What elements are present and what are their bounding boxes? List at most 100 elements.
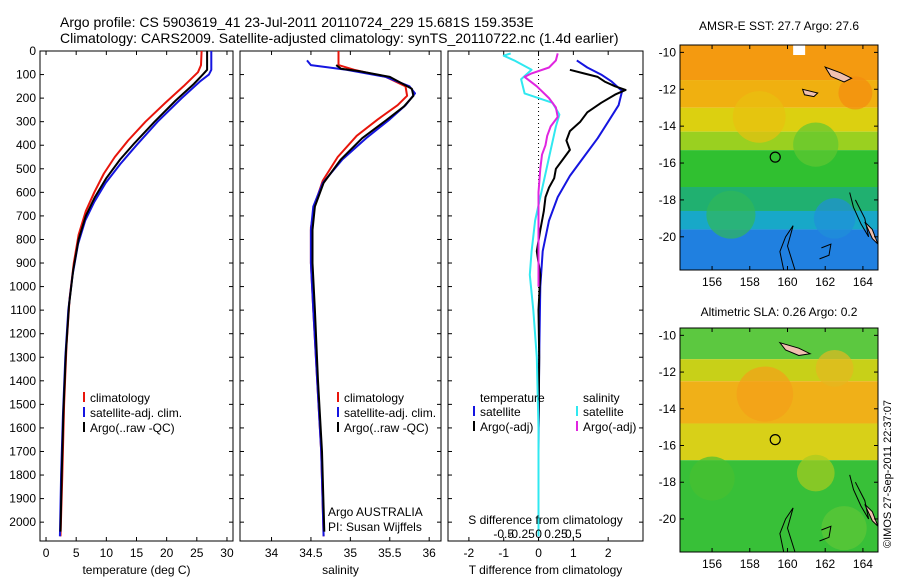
legend-label: Argo(-adj) <box>583 420 636 434</box>
x-axis-label: temperature (deg C) <box>82 563 190 577</box>
x-tick-label: 0 <box>43 546 50 560</box>
coastline <box>849 474 870 520</box>
legend-label: Argo(..raw -QC) <box>90 421 175 435</box>
map-x-tick-label: 162 <box>815 275 835 289</box>
sst-map: AMSR-E SST: 27.7 Argo: 27.6 156 158 160 162 1… <box>659 19 879 289</box>
island-land <box>824 66 853 83</box>
map-x-tick-label: 160 <box>777 275 797 289</box>
y-tick-label: 800 <box>16 232 36 246</box>
map-y-tick-label: -20 <box>659 512 677 526</box>
x-tick-label: -2 <box>464 546 475 560</box>
island-land <box>778 341 812 357</box>
map-x-tick-label: 164 <box>853 275 873 289</box>
difference-axes-box <box>447 50 644 542</box>
map-x-tick-label: 160 <box>777 557 797 571</box>
y-tick-label: 1400 <box>9 374 36 388</box>
x-tick-label: 15 <box>130 546 144 560</box>
island-land <box>801 88 819 98</box>
map-blotch <box>736 366 794 422</box>
note-argo: Argo AUSTRALIA <box>328 505 423 519</box>
y-tick-label: 700 <box>16 209 36 223</box>
y-tick-label: 1800 <box>9 468 36 482</box>
map-y-tick-label: -20 <box>659 230 677 244</box>
y-tick-label: 1900 <box>9 492 36 506</box>
difference-series-magenta <box>523 53 559 287</box>
map-y-tick-label: -16 <box>659 439 677 453</box>
salinity-panel: 34 34.5 35 35.5 36 salinity climatologysatelli… <box>239 50 442 577</box>
map-x-tick-label: 158 <box>740 275 760 289</box>
note-pi: PI: Susan Wijffels <box>328 520 422 534</box>
legend-temperature: temperature <box>480 391 545 405</box>
sla-map-title: Altimetric SLA: 0.26 Argo: 0.2 <box>701 305 858 319</box>
map-blotch <box>732 91 786 143</box>
y-tick-label: 1200 <box>9 327 36 341</box>
y-tick-label: 1100 <box>10 303 36 317</box>
map-y-tick-label: -18 <box>659 475 677 489</box>
map-y-tick-label: -12 <box>659 365 677 379</box>
y-tick-label: 1000 <box>9 280 36 294</box>
y-tick-label: 0 <box>29 44 36 58</box>
map-blotch <box>838 76 873 110</box>
legend-label: Argo(-adj) <box>480 420 533 434</box>
map-frame <box>679 327 879 553</box>
y-tick-label: 100 <box>16 68 36 82</box>
x2-tick-label: 0.5 <box>565 527 582 541</box>
map-x-tick-label: 156 <box>702 557 722 571</box>
y-tick-label: 1500 <box>9 397 36 411</box>
map-band <box>680 131 878 151</box>
difference-panel: -2 -1 0 1 2 T difference from climatology temp… <box>447 50 644 577</box>
map-band <box>680 328 878 360</box>
y-tick-label: 500 <box>16 162 36 176</box>
legend-salinity: salinity <box>583 391 620 405</box>
legend-label: satellite-adj. clim. <box>344 406 436 420</box>
x-tick-label: 34.5 <box>299 546 323 560</box>
y-tick-label: 300 <box>16 115 36 129</box>
coastline <box>779 507 796 553</box>
map-y-tick-label: -14 <box>659 402 677 416</box>
y-tick-label: 2000 <box>9 515 36 529</box>
map-band <box>680 229 878 270</box>
coastline <box>849 192 870 238</box>
legend-label: satellite-adj. clim. <box>90 406 182 420</box>
map-blotch <box>796 454 835 492</box>
x-axis-label: T difference from climatology <box>469 563 623 577</box>
y-tick-label: 600 <box>16 185 36 199</box>
x-axis-label: salinity <box>322 563 359 577</box>
x-tick-label: 34 <box>265 546 279 560</box>
map-blotch <box>689 456 735 501</box>
map-band <box>680 45 878 81</box>
map-blotch <box>793 122 839 167</box>
map-y-tick-label: -14 <box>659 119 677 133</box>
coastline <box>819 243 832 260</box>
sst-map-title: AMSR-E SST: 27.7 Argo: 27.6 <box>699 19 859 33</box>
x-axis-label-2: S difference from climatology <box>468 513 623 527</box>
map-blotch <box>821 506 867 551</box>
legend-label: climatology <box>344 391 404 405</box>
difference-series-blue <box>537 59 624 537</box>
legend-label: Argo(..raw -QC) <box>344 421 429 435</box>
y-tick-label: 400 <box>16 138 36 152</box>
argo-marker <box>769 434 781 446</box>
y-tick-label: 900 <box>16 256 36 270</box>
coastline <box>819 525 832 542</box>
x-tick-label: 36 <box>422 546 436 560</box>
map-y-tick-label: -10 <box>659 328 677 342</box>
title-line-2: Climatology: CARS2009. Satellite-adjuste… <box>60 30 619 46</box>
legend-label: satellite <box>480 405 521 419</box>
temperature-series-black <box>59 51 209 532</box>
difference-series-black <box>535 68 627 532</box>
salinity-series-black <box>311 64 415 532</box>
map-x-tick-label: 158 <box>740 557 760 571</box>
y-tick-label: 1700 <box>9 444 36 458</box>
map-y-tick-label: -16 <box>659 156 677 170</box>
argo-marker <box>769 151 781 163</box>
map-blotch <box>813 198 856 239</box>
x-tick-label: 30 <box>220 546 234 560</box>
map-band <box>680 423 878 461</box>
x-tick-label: 5 <box>73 546 80 560</box>
y-tick-label: 1300 <box>9 350 36 364</box>
land-mask <box>793 45 806 55</box>
map-frame <box>679 44 879 271</box>
x-tick-label: 20 <box>160 546 174 560</box>
